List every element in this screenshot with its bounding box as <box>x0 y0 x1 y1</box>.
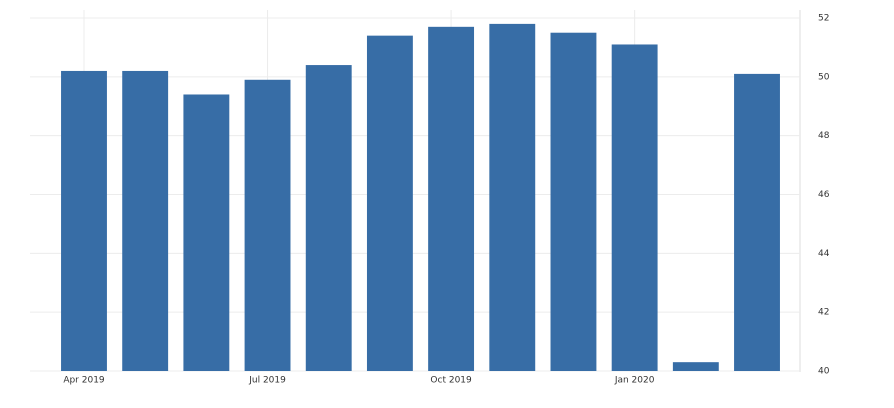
y-tick-label: 40 <box>818 367 830 377</box>
y-tick-label: 52 <box>818 14 829 24</box>
bar <box>672 362 719 371</box>
y-tick-label: 42 <box>818 308 829 318</box>
bar <box>183 94 230 371</box>
bar <box>366 35 413 372</box>
bar <box>61 70 107 371</box>
bar <box>305 65 352 372</box>
bar <box>550 32 597 371</box>
x-tick-label: Oct 2019 <box>430 376 472 386</box>
bar <box>122 70 169 371</box>
y-tick-label: 44 <box>818 249 830 259</box>
y-tick-label: 46 <box>818 190 830 200</box>
y-tick-label: 50 <box>818 72 830 82</box>
x-tick-label: Jul 2019 <box>248 376 286 386</box>
bar <box>611 44 658 371</box>
bar <box>244 79 291 372</box>
bar <box>428 26 475 371</box>
x-tick-label: Jan 2020 <box>614 376 655 386</box>
y-tick-label: 48 <box>818 131 830 141</box>
bar <box>734 73 780 372</box>
bar <box>489 23 536 372</box>
x-tick-label: Apr 2019 <box>63 376 105 386</box>
